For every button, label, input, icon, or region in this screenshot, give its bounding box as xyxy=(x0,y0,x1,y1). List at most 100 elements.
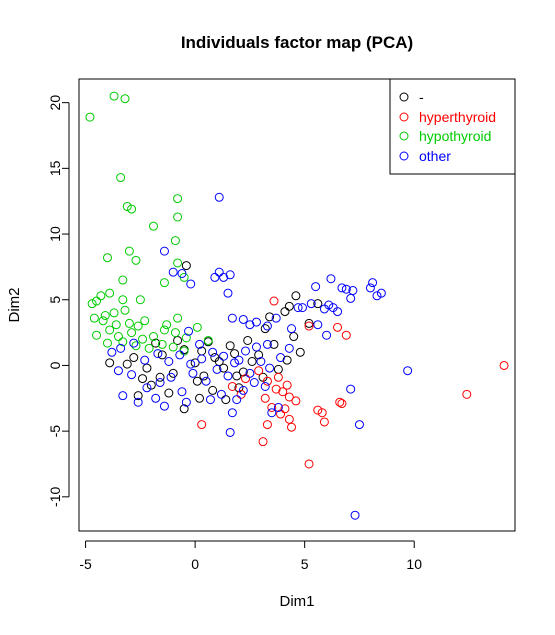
y-axis-label: Dim2 xyxy=(6,287,23,322)
data-point xyxy=(297,303,307,313)
data-point xyxy=(313,299,323,309)
chart-title: Individuals factor map (PCA) xyxy=(181,33,413,52)
data-point xyxy=(365,283,375,293)
data-point xyxy=(284,414,294,424)
data-point xyxy=(238,385,248,395)
y-tick-label: 0 xyxy=(47,361,63,369)
data-point xyxy=(265,363,275,373)
data-point xyxy=(243,335,253,345)
data-point xyxy=(271,313,281,323)
legend-marker-series-1 xyxy=(399,112,409,122)
data-point xyxy=(271,384,281,394)
data-point xyxy=(142,363,152,373)
y-tick-label: -5 xyxy=(47,425,63,438)
data-point xyxy=(153,349,163,359)
data-point xyxy=(173,258,183,268)
y-tick-label: -10 xyxy=(47,487,63,507)
data-point xyxy=(311,282,321,292)
data-point xyxy=(102,253,112,263)
data-point xyxy=(247,357,257,366)
data-point xyxy=(186,359,196,369)
data-point xyxy=(287,422,297,432)
data-point xyxy=(135,295,145,305)
data-point xyxy=(127,204,137,214)
data-point xyxy=(260,381,270,391)
x-tick-label: 10 xyxy=(406,556,422,572)
data-point xyxy=(122,201,132,211)
data-point xyxy=(118,275,128,285)
data-point xyxy=(238,314,248,324)
data-point xyxy=(284,301,294,311)
data-point xyxy=(284,392,294,402)
legend-label-series-0: - xyxy=(419,89,424,105)
data-point xyxy=(221,395,231,405)
data-point xyxy=(205,395,215,405)
axes: -5 0 5 10 -10 -5 0 5 10 15 20 xyxy=(47,95,422,572)
data-point xyxy=(184,326,194,336)
data-point xyxy=(96,291,106,301)
y-tick-label: 15 xyxy=(47,160,63,176)
data-point xyxy=(284,343,294,353)
data-point xyxy=(225,427,235,437)
data-point xyxy=(227,313,237,323)
series-0-points xyxy=(105,261,323,414)
data-point xyxy=(208,347,218,357)
data-point xyxy=(282,355,292,365)
legend-marker-series-2 xyxy=(399,131,409,141)
data-point xyxy=(346,384,356,394)
data-point xyxy=(186,279,196,289)
data-point xyxy=(105,325,115,335)
legend-label-series-3: other xyxy=(419,148,451,164)
data-point xyxy=(350,510,360,520)
data-point xyxy=(142,383,152,393)
data-point xyxy=(168,267,178,277)
data-point xyxy=(107,347,117,357)
data-point xyxy=(151,338,161,348)
data-point xyxy=(333,322,343,332)
data-point xyxy=(111,320,121,330)
data-point xyxy=(212,364,222,374)
data-point xyxy=(214,192,224,202)
data-point xyxy=(159,278,169,288)
data-point xyxy=(195,339,205,349)
data-point xyxy=(175,350,185,360)
data-point xyxy=(105,358,115,368)
data-point xyxy=(291,291,301,301)
data-point xyxy=(223,288,233,298)
data-point xyxy=(376,288,386,298)
data-point xyxy=(280,307,290,317)
data-point xyxy=(245,320,255,330)
data-point xyxy=(159,401,169,411)
data-point xyxy=(304,321,314,331)
data-point xyxy=(403,366,413,376)
data-point xyxy=(157,339,167,349)
data-point xyxy=(282,380,292,390)
data-point xyxy=(129,338,139,348)
data-point xyxy=(144,343,154,353)
data-point xyxy=(258,437,268,447)
data-point xyxy=(197,420,207,430)
data-point xyxy=(140,355,150,365)
data-point xyxy=(118,337,128,347)
data-point xyxy=(173,194,183,204)
data-point xyxy=(85,112,95,122)
data-point xyxy=(133,391,143,401)
data-point xyxy=(109,91,119,101)
legend-label-series-1: hyperthyroid xyxy=(419,109,496,125)
data-point xyxy=(190,358,200,368)
data-point xyxy=(127,370,137,380)
data-point xyxy=(341,330,351,340)
data-point xyxy=(113,332,123,342)
data-point xyxy=(148,221,158,231)
data-point xyxy=(155,372,165,382)
data-point xyxy=(219,363,229,373)
data-point xyxy=(280,404,290,414)
data-point xyxy=(234,383,244,393)
data-point xyxy=(241,374,251,384)
data-point xyxy=(232,395,242,405)
data-point xyxy=(151,393,161,403)
data-point xyxy=(276,409,286,419)
data-point xyxy=(219,351,229,361)
data-point xyxy=(181,261,191,271)
